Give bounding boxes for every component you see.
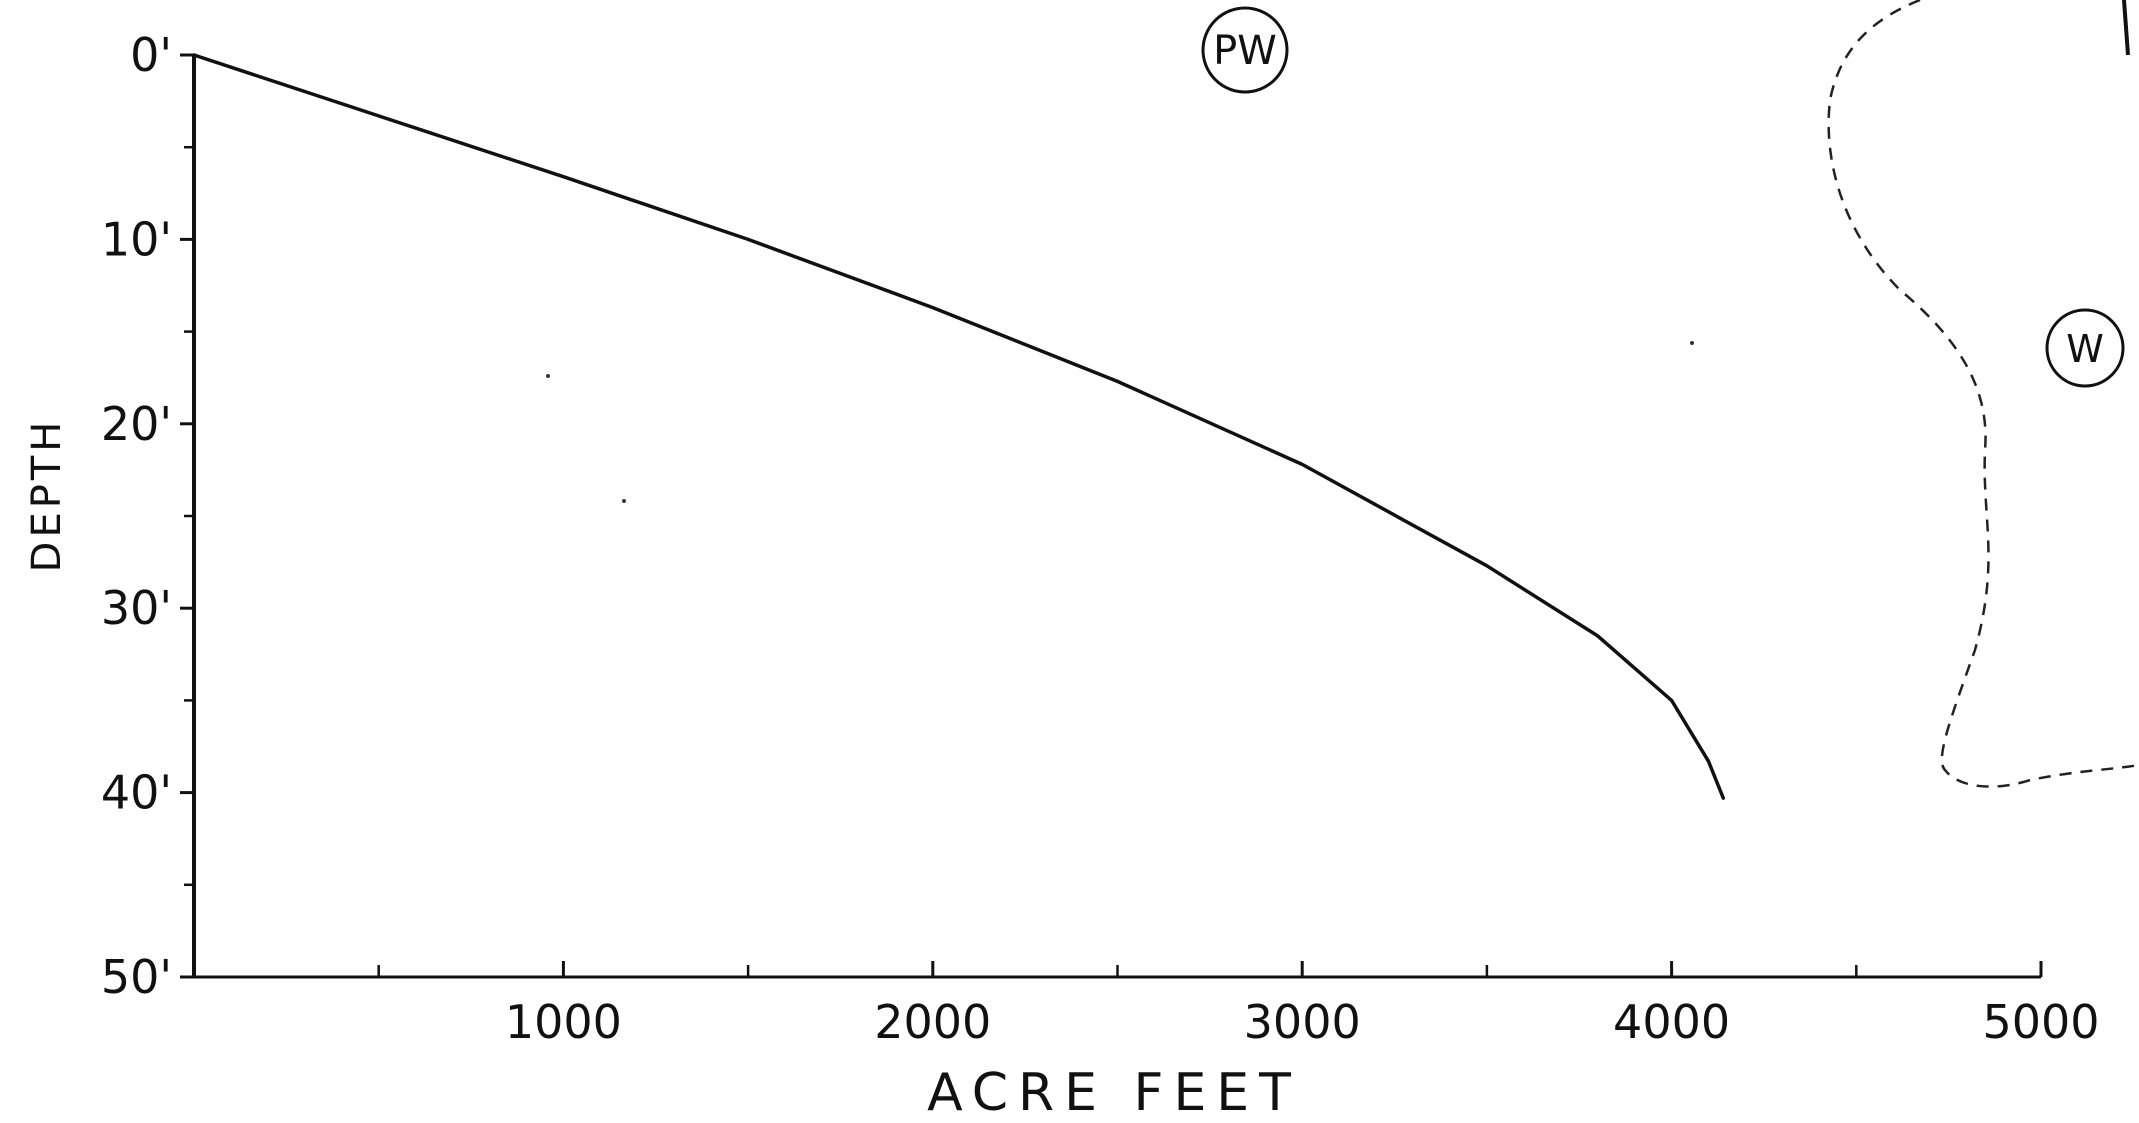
speck — [622, 499, 626, 503]
series-curve — [192, 53, 1726, 800]
x-tick-label: 2000 — [874, 995, 991, 1049]
w-label: W — [2066, 327, 2104, 371]
x-tick-label: 4000 — [1613, 995, 1730, 1049]
axes — [192, 55, 2041, 979]
speck — [1690, 341, 1694, 345]
speck — [546, 374, 550, 378]
x-tick-label: 1000 — [505, 995, 622, 1049]
pw-circle — [1201, 6, 1289, 94]
y-tick-label: 30' — [101, 581, 172, 635]
series-line — [192, 53, 1726, 800]
dashed-boundary — [1827, 0, 2139, 788]
y-axis-label: DEPTH — [24, 418, 70, 573]
y-tick-label: 0' — [130, 28, 172, 82]
x-axis-label: ACRE FEET — [927, 1063, 1301, 1123]
x-tick-label: 5000 — [1982, 995, 2099, 1049]
y-tick-label: 10' — [101, 212, 172, 266]
ticks — [180, 53, 2043, 979]
pw-annotation: PW — [1201, 6, 1289, 94]
tick-labels: 1000 2000 3000 4000 5000 0' 10' 20' 30' 40' 50' — [101, 28, 2100, 1049]
y-tick-label: 50' — [101, 950, 172, 1004]
pw-label: PW — [1213, 28, 1277, 74]
w-circle — [2045, 308, 2125, 388]
w-annotation: W — [2045, 308, 2125, 388]
solid-edge-top-right — [2122, 0, 2130, 56]
y-tick-label: 20' — [101, 397, 172, 451]
x-tick-label: 3000 — [1244, 995, 1361, 1049]
y-tick-label: 40' — [101, 766, 172, 820]
